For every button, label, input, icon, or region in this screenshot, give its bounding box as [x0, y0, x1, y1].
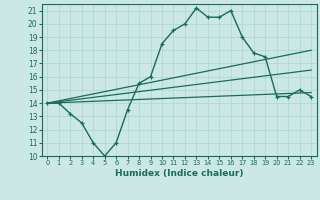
X-axis label: Humidex (Indice chaleur): Humidex (Indice chaleur) [115, 169, 244, 178]
